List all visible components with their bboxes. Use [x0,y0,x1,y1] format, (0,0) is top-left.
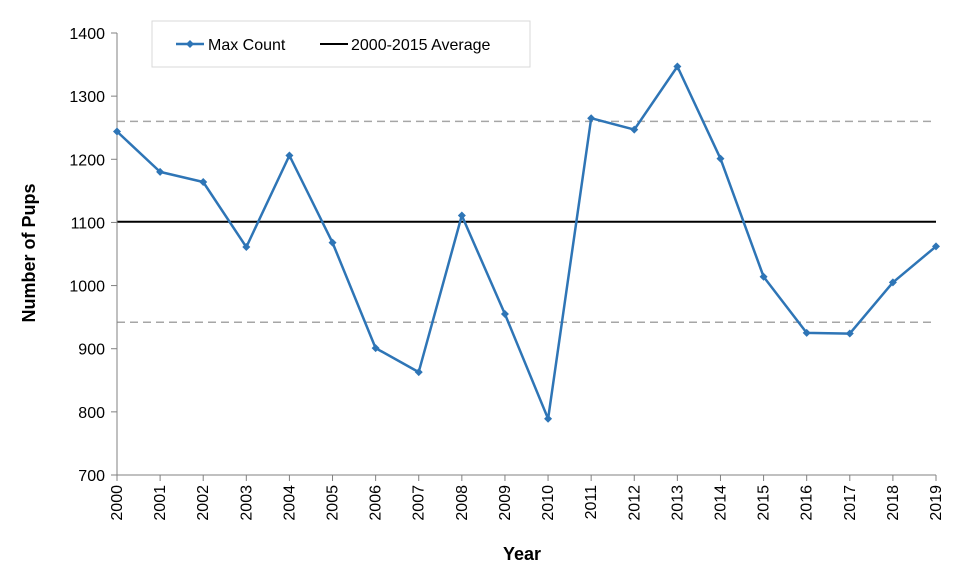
data-point [500,309,509,318]
data-point [199,178,208,187]
data-point [845,329,854,338]
x-tick-label: 2018 [885,485,902,521]
x-tick-label: 2006 [368,485,385,521]
y-tick-label: 1000 [69,279,105,296]
data-point [457,211,466,220]
y-ticks: 700 800 900 1000 1100 1200 1300 1400 [69,26,117,485]
x-tick-label: 2011 [583,485,600,520]
y-tick-label: 900 [78,342,105,359]
data-point [242,243,251,252]
data-point [113,127,121,136]
data-point [630,125,639,134]
x-tick-label: 2013 [669,485,686,521]
series [113,62,940,423]
x-tick-label: 2017 [842,485,859,521]
y-tick-label: 1300 [69,89,105,106]
x-tick-label: 2016 [799,485,816,521]
y-axis-title: Number of Pups [19,183,39,322]
axes [116,33,936,476]
x-tick-label: 2000 [109,485,126,521]
series-line-0 [116,65,937,421]
x-tick-label: 2019 [928,485,945,521]
data-point [802,328,811,337]
x-tick-label: 2005 [325,485,342,521]
y-tick-label: 1100 [71,215,106,232]
legend-average-label: 2000-2015 Average [351,37,490,54]
data-point [759,272,768,281]
y-tick-label: 1200 [69,152,105,169]
x-tick-label: 2008 [454,485,471,521]
legend: Max Count 2000-2015 Average [151,20,531,68]
legend-box [151,20,531,68]
data-point [673,62,682,71]
x-tick-label: 2010 [540,485,557,521]
y-tick-label: 800 [78,405,105,422]
data-point [156,167,165,176]
x-tick-label: 2009 [497,485,514,521]
data-point [285,151,294,160]
data-point [716,154,725,163]
x-tick-label: 2014 [712,485,729,521]
x-tick-label: 2002 [195,485,212,521]
reference-lines [117,120,936,323]
data-point [888,278,897,287]
data-point [414,368,423,377]
x-ticks: 2000 2001 2002 2003 2004 2005 2006 2007 2008 2009… [109,475,945,521]
legend-max-count-label: Max Count [208,37,286,54]
legend-max-count-swatch-marker [186,40,194,48]
x-tick-label: 2007 [411,485,428,521]
x-tick-label: 2015 [756,485,773,521]
data-point [328,238,337,247]
x-tick-label: 2004 [281,485,298,521]
x-tick-label: 2012 [626,485,643,521]
x-tick-label: 2003 [238,485,255,521]
data-point [587,114,596,123]
x-tick-label: 2001 [152,485,169,521]
x-axis-title: Year [503,544,541,564]
y-tick-label: 1400 [69,26,105,43]
data-point [371,344,380,353]
y-tick-label: 700 [78,468,105,485]
data-point [932,242,940,251]
data-point [544,414,553,423]
